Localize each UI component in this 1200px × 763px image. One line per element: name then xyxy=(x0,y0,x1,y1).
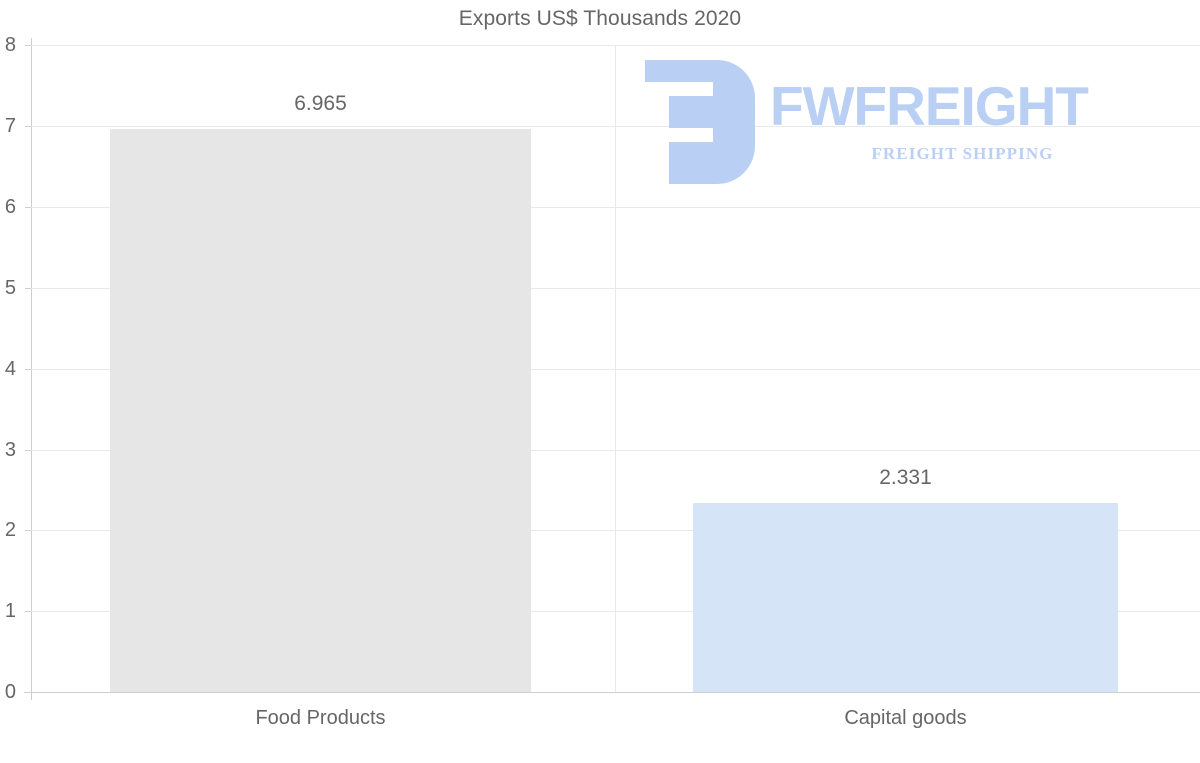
bar-value-label-capital-goods: 2.331 xyxy=(879,466,932,490)
y-axis-tick-mark xyxy=(25,530,31,531)
x-axis-category-label-capital-goods: Capital goods xyxy=(844,707,967,729)
y-axis-tick-mark xyxy=(25,207,31,208)
bar-capital-goods[interactable] xyxy=(693,503,1118,692)
y-axis-tick-label: 1 xyxy=(4,600,16,622)
gridline-category-separator xyxy=(615,45,616,692)
y-axis-tick-label: 5 xyxy=(4,277,16,299)
y-axis-tick-mark xyxy=(25,126,31,127)
bar-value-label-food-products: 6.965 xyxy=(294,91,347,115)
y-axis-tick-label: 0 xyxy=(4,681,16,703)
chart-title: Exports US$ Thousands 2020 xyxy=(458,7,742,30)
y-axis-tick-mark xyxy=(25,369,31,370)
y-axis-tick-label: 8 xyxy=(4,34,16,56)
y-axis-tick-label: 6 xyxy=(4,196,16,218)
x-axis-category-label-food-products: Food Products xyxy=(255,707,386,729)
y-axis-tick-label: 4 xyxy=(4,358,16,380)
y-axis-tick-mark xyxy=(25,45,31,46)
y-axis-tick-label: 3 xyxy=(4,439,16,461)
y-axis-tick-label: 2 xyxy=(4,519,16,541)
bar-food-products[interactable] xyxy=(110,128,531,692)
y-axis-tick-mark xyxy=(25,450,31,451)
x-axis-line xyxy=(24,692,1200,693)
plot-area xyxy=(31,45,1200,692)
y-axis-tick-mark xyxy=(25,611,31,612)
y-axis-tick-mark xyxy=(25,288,31,289)
y-axis-tick-label: 7 xyxy=(4,115,16,137)
